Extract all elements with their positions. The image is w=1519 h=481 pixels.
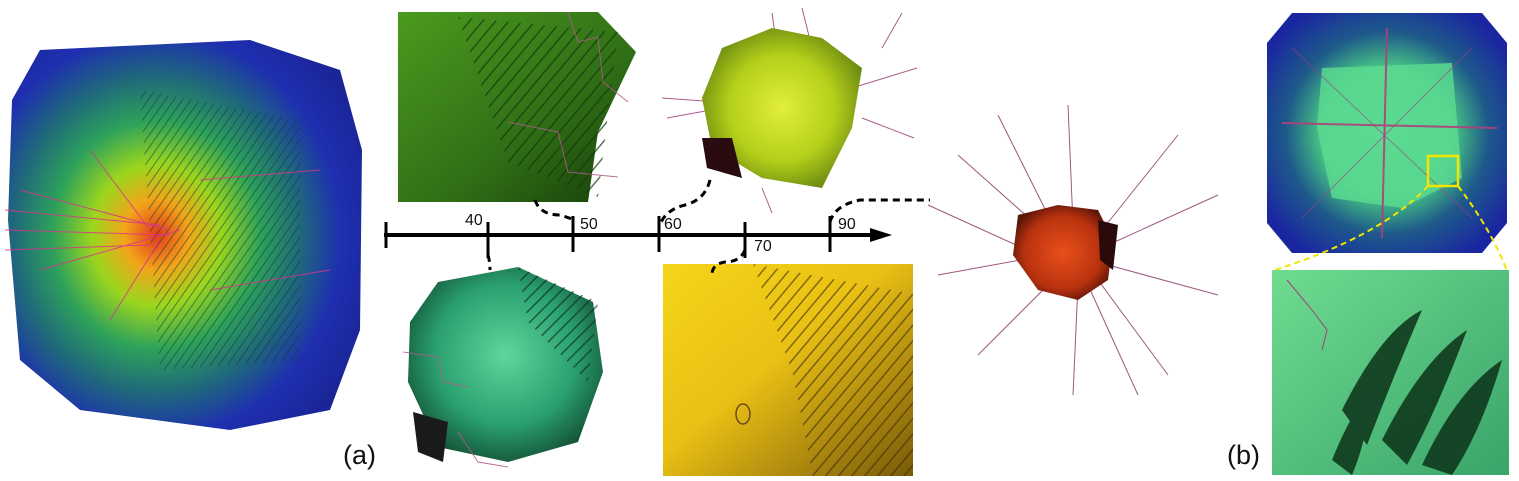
zoom-callout-box bbox=[1426, 154, 1460, 188]
panel-label-a: (a) bbox=[343, 440, 376, 470]
connector-60 bbox=[658, 179, 712, 226]
tick-label-40: 40 bbox=[465, 212, 483, 229]
snapshot-teal bbox=[402, 267, 603, 468]
tick-label-60: 60 bbox=[664, 216, 682, 233]
volume-render-topdown bbox=[1267, 13, 1507, 253]
panel-label-b: (b) bbox=[1227, 440, 1260, 470]
magenta-streamlines bbox=[4, 149, 331, 321]
connector-50 bbox=[533, 199, 576, 222]
connector-90 bbox=[828, 198, 930, 223]
connector-40 bbox=[486, 254, 492, 271]
volume-render-main bbox=[4, 40, 362, 430]
timeline-axis bbox=[384, 216, 892, 258]
snapshot-red-core bbox=[927, 104, 1219, 396]
snapshot-yellow bbox=[663, 264, 913, 476]
zoom-detail bbox=[1272, 270, 1509, 475]
zoom-callout-lines bbox=[1271, 185, 1508, 272]
snapshot-yellow-green bbox=[661, 8, 918, 214]
tick-label-50: 50 bbox=[580, 216, 598, 233]
connector-70 bbox=[710, 249, 747, 276]
volume-hatch-lines bbox=[140, 90, 300, 370]
tick-label-70: 70 bbox=[754, 238, 772, 255]
tick-label-90: 90 bbox=[838, 216, 856, 233]
snapshot-green bbox=[398, 12, 636, 202]
arrow-right-icon bbox=[870, 228, 892, 242]
